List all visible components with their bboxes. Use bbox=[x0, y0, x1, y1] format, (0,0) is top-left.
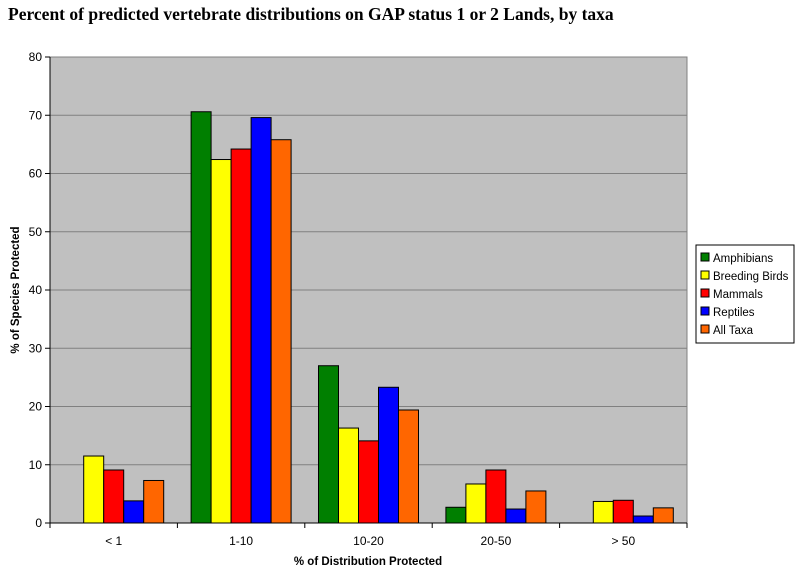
bar-reptiles bbox=[123, 500, 145, 524]
chart-title: Percent of predicted vertebrate distribu… bbox=[8, 4, 614, 24]
y-tick-label: 30 bbox=[29, 341, 43, 355]
y-axis-title: % of Species Protected bbox=[10, 226, 22, 353]
y-tick-label: 20 bbox=[29, 400, 43, 414]
bar-all-taxa bbox=[525, 490, 547, 524]
bar-mammals bbox=[358, 440, 379, 524]
bar-breeding-birds bbox=[465, 483, 487, 524]
bar-amphibians bbox=[318, 365, 339, 524]
bar-breeding-birds bbox=[338, 427, 359, 524]
bar-reptiles bbox=[632, 515, 654, 524]
bar-mammals bbox=[103, 469, 125, 524]
bar-mammals bbox=[485, 469, 507, 524]
legend-swatch bbox=[700, 324, 710, 334]
legend-swatch bbox=[700, 270, 710, 280]
bars bbox=[83, 111, 674, 524]
y-tick-label: 60 bbox=[29, 167, 43, 181]
bar-breeding-birds bbox=[592, 500, 614, 524]
bar-all-taxa bbox=[398, 409, 419, 524]
bar-mammals bbox=[612, 499, 634, 524]
bar-reptiles bbox=[250, 117, 272, 524]
legend-label: Breeding Birds bbox=[713, 271, 789, 283]
legend-swatch bbox=[700, 306, 710, 316]
y-tick-label: 0 bbox=[35, 516, 42, 530]
x-tick-label: 1-10 bbox=[229, 534, 253, 548]
x-tick-label: < 1 bbox=[105, 534, 122, 548]
y-tick-label: 40 bbox=[29, 283, 43, 297]
x-tick-label: > 50 bbox=[611, 534, 635, 548]
legend-swatch bbox=[700, 252, 710, 262]
x-axis-title: % of Distribution Protected bbox=[294, 556, 442, 568]
bar-breeding-birds bbox=[210, 159, 232, 524]
y-tick-label: 80 bbox=[29, 50, 43, 64]
legend-swatch bbox=[700, 288, 710, 298]
bar-all-taxa bbox=[143, 479, 165, 524]
bar-amphibians bbox=[445, 506, 467, 524]
y-tick-label: 70 bbox=[29, 108, 43, 122]
bar-reptiles bbox=[378, 386, 399, 524]
y-tick-label: 10 bbox=[29, 458, 43, 472]
legend: Amphibians Breeding Birds Mammals Reptiles A… bbox=[695, 244, 795, 344]
bar-all-taxa bbox=[270, 139, 292, 524]
bar-breeding-birds bbox=[83, 455, 105, 524]
legend-box bbox=[695, 244, 795, 344]
legend-label: Reptiles bbox=[713, 307, 755, 319]
bar-all-taxa bbox=[652, 507, 674, 524]
x-tick-label: 10-20 bbox=[353, 534, 384, 548]
bar-reptiles bbox=[505, 508, 527, 524]
bar-amphibians bbox=[190, 111, 212, 524]
x-tick-label: 20-50 bbox=[481, 534, 512, 548]
y-tick-label: 50 bbox=[29, 225, 43, 239]
grid-lines bbox=[50, 56, 687, 466]
legend-label: Amphibians bbox=[713, 253, 773, 265]
legend-label: All Taxa bbox=[713, 325, 754, 337]
axes: 0 10 20 30 40 50 60 70 80 < 1 1-10 10-20 20-50 > 50 bbox=[29, 50, 688, 548]
bar-mammals bbox=[230, 148, 252, 524]
legend-label: Mammals bbox=[713, 289, 763, 301]
